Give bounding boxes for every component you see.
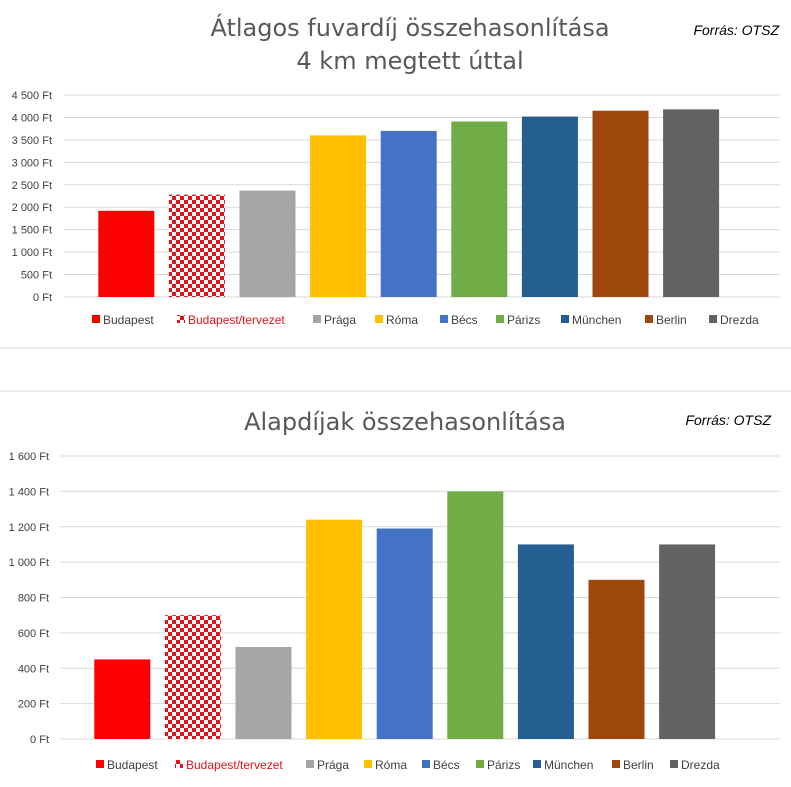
bar-roma — [306, 519, 363, 739]
bar-berlin — [592, 110, 649, 297]
legend-swatch-roma — [364, 760, 372, 768]
bar-parizs — [451, 121, 508, 298]
y-axis-ticks: 4 500 Ft 4 000 Ft 3 500 Ft 3 000 Ft 2 500 Ft… — [12, 90, 52, 304]
legend-swatch-budapest — [96, 760, 104, 768]
legend-swatch-becs — [440, 315, 448, 323]
y-tick-label: 2 500 Ft — [12, 180, 52, 192]
legend: Budapest Budapest/tervezet Prága Róma Bécs Pá… — [96, 758, 720, 772]
chart-title: Alapdíjak összehasonlítása — [244, 408, 566, 436]
legend-label-budapest: Budapest — [103, 313, 154, 327]
legend-swatch-budapest-tervezet — [175, 760, 183, 768]
legend-label-budapest-tervezet: Budapest/tervezet — [188, 313, 285, 327]
legend-label-drezda: Drezda — [681, 758, 720, 772]
fare-comparison-chart: Átlagos fuvardíj összehasonlítása 4 km m… — [12, 13, 780, 327]
y-tick-label: 1 500 Ft — [12, 225, 52, 237]
legend-label-parizs: Párizs — [487, 758, 520, 772]
legend-label-budapest-tervezet: Budapest/tervezet — [186, 758, 283, 772]
legend-label-budapest: Budapest — [107, 758, 158, 772]
y-tick-label: 800 Ft — [18, 593, 49, 605]
bar-praga — [235, 647, 292, 739]
bar-berlin — [588, 579, 645, 739]
y-tick-label: 0 Ft — [33, 292, 52, 304]
y-tick-label: 3 500 Ft — [12, 135, 52, 147]
source-note: Forrás: OTSZ — [685, 412, 771, 428]
y-tick-label: 400 Ft — [18, 663, 49, 675]
y-tick-label: 600 Ft — [18, 628, 49, 640]
legend-label-becs: Bécs — [451, 313, 478, 327]
y-tick-label: 200 Ft — [18, 699, 49, 711]
legend-label-munchen: München — [544, 758, 593, 772]
legend-label-roma: Róma — [386, 313, 418, 327]
legend-swatch-becs — [422, 760, 430, 768]
y-tick-label: 1 000 Ft — [12, 247, 52, 259]
y-axis-ticks: 1 600 Ft 1 400 Ft 1 200 Ft 1 000 Ft 800 Ft 60… — [9, 451, 49, 746]
y-tick-label: 500 Ft — [21, 270, 52, 282]
y-tick-label: 4 500 Ft — [12, 90, 52, 102]
chart-title: Átlagos fuvardíj összehasonlítása — [210, 13, 609, 42]
legend-label-becs: Bécs — [433, 758, 460, 772]
bar-budapest-tervezet — [164, 615, 221, 739]
legend: Budapest Budapest/tervezet Prága Róma Bécs Pá… — [92, 313, 759, 327]
y-tick-label: 0 Ft — [30, 734, 49, 746]
legend-swatch-praga — [306, 760, 314, 768]
y-tick-label: 1 000 Ft — [9, 557, 49, 569]
legend-label-roma: Róma — [375, 758, 407, 772]
base-fee-comparison-chart: Alapdíjak összehasonlítása Forrás: OTSZ … — [9, 408, 780, 772]
bar-drezda — [659, 544, 716, 739]
y-tick-label: 3 000 Ft — [12, 157, 52, 169]
legend-label-berlin: Berlin — [623, 758, 654, 772]
legend-label-drezda: Drezda — [720, 313, 759, 327]
legend-swatch-budapest — [92, 315, 100, 323]
legend-swatch-munchen — [533, 760, 541, 768]
source-note: Forrás: OTSZ — [693, 22, 779, 38]
legend-label-praga: Prága — [317, 758, 349, 772]
legend-swatch-berlin — [612, 760, 620, 768]
legend-label-munchen: München — [572, 313, 621, 327]
legend-swatch-berlin — [645, 315, 653, 323]
bars — [94, 491, 716, 739]
bar-parizs — [447, 491, 504, 739]
legend-swatch-budapest-tervezet — [177, 315, 185, 323]
y-tick-label: 1 200 Ft — [9, 522, 49, 534]
legend-swatch-praga — [313, 315, 321, 323]
bars — [98, 109, 720, 298]
legend-swatch-munchen — [561, 315, 569, 323]
y-tick-label: 1 600 Ft — [9, 451, 49, 463]
y-tick-label: 4 000 Ft — [12, 112, 52, 124]
legend-swatch-parizs — [496, 315, 504, 323]
legend-swatch-drezda — [670, 760, 678, 768]
legend-label-praga: Prága — [324, 313, 356, 327]
legend-label-berlin: Berlin — [656, 313, 687, 327]
bar-drezda — [663, 109, 720, 297]
bar-praga — [239, 190, 296, 297]
bar-becs — [376, 528, 433, 739]
legend-swatch-drezda — [709, 315, 717, 323]
bar-budapest — [98, 210, 155, 297]
bar-budapest — [94, 659, 151, 739]
chart-subtitle: 4 km megtett úttal — [296, 47, 523, 75]
bar-munchen — [521, 116, 578, 298]
bar-roma — [310, 135, 367, 297]
legend-label-parizs: Párizs — [507, 313, 540, 327]
bar-budapest-tervezet — [168, 194, 225, 297]
y-tick-label: 2 000 Ft — [12, 202, 52, 214]
legend-swatch-roma — [375, 315, 383, 323]
bar-munchen — [517, 544, 574, 739]
y-tick-label: 1 400 Ft — [9, 486, 49, 498]
legend-swatch-parizs — [476, 760, 484, 768]
bar-becs — [380, 130, 437, 297]
